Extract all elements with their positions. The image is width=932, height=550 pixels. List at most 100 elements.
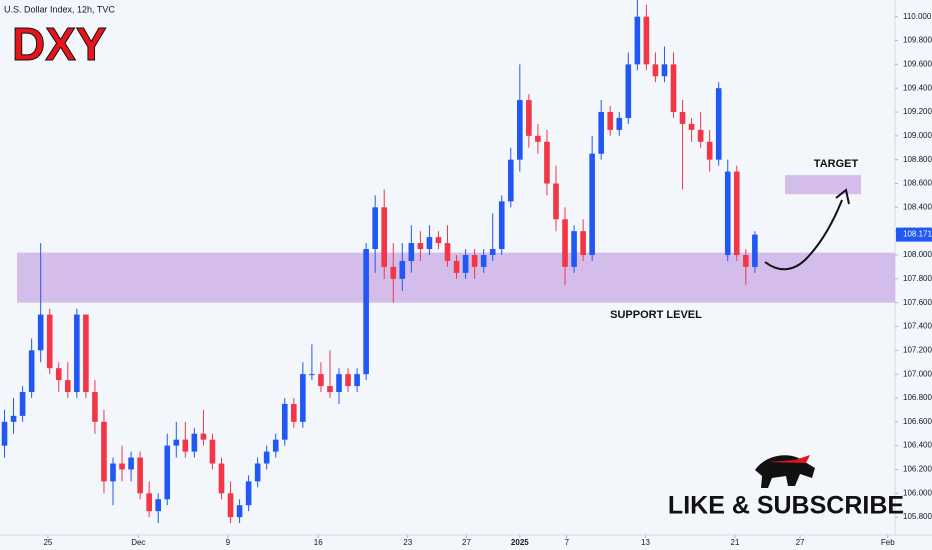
candle-body: [444, 243, 451, 261]
candle-body: [227, 493, 234, 518]
y-tick-label: 110.000: [903, 12, 932, 21]
candle-body: [670, 64, 677, 113]
candle-body: [119, 463, 125, 470]
candle-body: [10, 415, 17, 422]
candles: [1, 0, 758, 524]
candle-body: [390, 266, 397, 279]
x-tick-label: Dec: [131, 538, 145, 547]
y-tick-label: 106.600: [903, 417, 932, 426]
y-tick-label: 108.800: [903, 155, 932, 164]
candle-body: [300, 374, 306, 422]
candle-body: [309, 374, 315, 376]
candle-body: [580, 231, 586, 255]
candle-body: [281, 403, 288, 440]
candle-body: [507, 159, 514, 202]
x-tick-label: 27: [462, 538, 471, 547]
candle-body: [652, 64, 659, 77]
candle-body: [471, 254, 478, 267]
candle-body: [128, 457, 134, 470]
y-tick-label: 107.800: [903, 274, 932, 283]
support-label: SUPPORT LEVEL: [610, 309, 702, 321]
logo-title: DXY: [12, 18, 107, 70]
candle-body: [137, 457, 143, 494]
last-price-label: 108.171: [903, 230, 932, 239]
candle-body: [164, 445, 171, 500]
candle-body: [46, 314, 53, 369]
candle-body: [363, 249, 369, 375]
candle-body: [453, 260, 460, 273]
candle-body: [724, 171, 731, 255]
candle-body: [218, 463, 225, 494]
candle-body: [372, 207, 378, 250]
y-tick-label: 106.400: [903, 441, 932, 450]
candle-body: [408, 243, 415, 261]
candle-body: [28, 350, 35, 393]
y-tick-label: 108.000: [903, 250, 932, 259]
candle-body: [236, 505, 243, 518]
arrow-head: [835, 188, 850, 205]
candle-body: [571, 231, 577, 267]
candle-body: [345, 374, 351, 387]
candle-body: [544, 141, 550, 184]
candle-body: [336, 374, 342, 393]
candle-body: [426, 237, 433, 250]
y-tick-label: 107.400: [903, 322, 932, 331]
candle-body: [752, 234, 758, 267]
candle-body: [200, 433, 207, 440]
candle-body: [661, 64, 668, 77]
candle-body: [327, 386, 333, 393]
candle-body: [92, 392, 98, 422]
candle-body: [83, 314, 89, 393]
candle-body: [110, 463, 116, 482]
candle-body: [55, 368, 62, 381]
candle-body: [146, 493, 152, 512]
candle-body: [733, 171, 740, 255]
candle-body: [743, 254, 749, 267]
candle-body: [399, 260, 406, 279]
candle-body: [19, 392, 26, 416]
candle-body: [245, 481, 252, 506]
candle-body: [517, 100, 523, 160]
candle-body: [1, 421, 8, 446]
x-tick-label: 23: [403, 538, 412, 547]
candle-body: [598, 112, 604, 154]
candle-body: [155, 499, 162, 512]
candle-body: [191, 433, 198, 452]
x-tick-label: 16: [314, 538, 323, 547]
candle-body: [65, 380, 71, 393]
candle-body: [498, 201, 505, 250]
candle-body: [272, 439, 279, 452]
candle-body: [535, 135, 541, 142]
candle-body: [381, 207, 388, 267]
x-tick-label: 27: [796, 538, 805, 547]
candle-body: [37, 314, 44, 351]
candle-body: [562, 219, 568, 267]
candle-body: [209, 439, 216, 464]
candle-body: [688, 123, 695, 130]
target-label: TARGET: [814, 158, 859, 170]
y-tick-label: 109.000: [903, 131, 932, 140]
y-tick-label: 108.600: [903, 179, 932, 188]
promo-text: LIKE & SUBSCRIBE: [668, 492, 904, 520]
candle-body: [607, 112, 614, 130]
candle-body: [480, 254, 487, 267]
candle-body: [173, 439, 180, 446]
x-tick-label: 2025: [511, 538, 529, 547]
candle-body: [715, 88, 722, 160]
y-tick-label: 106.000: [903, 488, 932, 497]
y-tick-label: 107.000: [903, 369, 932, 378]
candle-body: [697, 129, 704, 142]
candle-body: [643, 16, 650, 65]
candle-body: [417, 243, 424, 250]
axes: 105.800 106.000 106.200 106.400 106.600 106.8…: [43, 12, 932, 547]
last-price-box: [896, 227, 932, 242]
candle-body: [625, 64, 632, 118]
candle-body: [589, 153, 595, 255]
candle-body: [553, 183, 559, 220]
candle-body: [462, 254, 469, 273]
y-tick-label: 109.200: [903, 107, 932, 116]
candle-body: [354, 374, 360, 387]
target-zone: [785, 175, 861, 195]
source-label: U.S. Dollar Index, 12h, TVC: [4, 4, 115, 14]
